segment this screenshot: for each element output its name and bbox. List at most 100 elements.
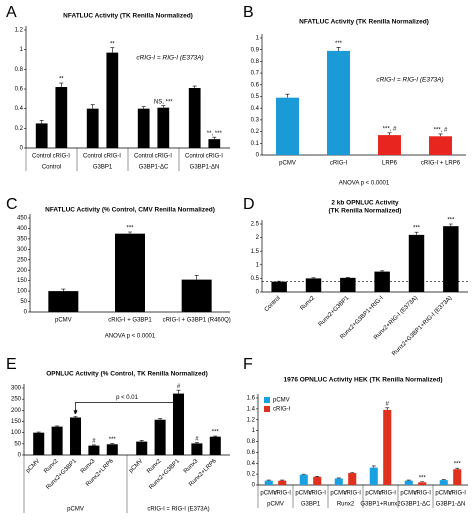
error-bar <box>406 479 411 481</box>
bar <box>334 478 343 485</box>
error-bar <box>91 444 96 446</box>
bar <box>429 136 452 155</box>
y-tick-label: 50 <box>14 441 21 447</box>
error-bar <box>212 136 217 140</box>
y-tick-label: 0 <box>256 290 260 296</box>
group-label: G3BP1+Runx2 <box>360 502 401 508</box>
bar <box>369 467 378 485</box>
footnote: ANOVA p < 0.0001 <box>105 334 156 340</box>
bar <box>106 444 118 455</box>
bar <box>443 226 459 292</box>
error-bar <box>139 440 144 442</box>
bar-annotation: *** <box>212 430 220 436</box>
bar-annotation: *** <box>447 218 455 224</box>
error-bar <box>213 435 218 437</box>
x-tick-label: Runx2+G3BP1+RIG-I (E373A) <box>391 295 453 357</box>
y-tick-label: 0.9 <box>251 47 260 53</box>
bar <box>453 469 462 485</box>
y-tick-label: 450 <box>17 216 28 222</box>
comparison-bracket <box>75 402 175 412</box>
y-tick-label: 400 <box>17 226 28 232</box>
y-tick-label: 0 <box>18 453 22 459</box>
x-tick-label: pCMV <box>279 161 296 167</box>
bar-annotation: *** <box>413 226 421 232</box>
bar <box>115 233 145 312</box>
bar <box>299 474 308 485</box>
bar-annotation: ***, # <box>434 128 448 134</box>
bar <box>305 278 322 292</box>
y-tick-label: 350 <box>17 236 28 242</box>
bar-annotation: ** <box>110 41 115 47</box>
bar-annotation: ** <box>59 77 64 83</box>
x-tick-label: Runx3 <box>80 458 97 475</box>
bar-annotation: # <box>386 401 390 407</box>
error-bar <box>315 476 320 477</box>
bar <box>51 426 63 455</box>
x-tick-label: pCMV <box>365 491 382 497</box>
error-bar <box>438 133 443 137</box>
y-tick-label: 2 <box>256 235 260 241</box>
y-tick-label: 0 <box>24 310 28 316</box>
group-label: G3BP1-ΔN <box>190 165 220 171</box>
y-tick-label: 200 <box>17 268 28 274</box>
y-tick-label: 0.3 <box>251 117 260 123</box>
bar <box>404 480 413 485</box>
bar <box>154 419 166 455</box>
bar <box>48 291 79 312</box>
y-tick-label: 250 <box>17 257 28 263</box>
group-label: pCMV <box>67 507 84 513</box>
error-bar <box>110 47 115 53</box>
bar <box>188 88 201 148</box>
bar <box>136 441 148 455</box>
error-bar <box>61 288 66 292</box>
bar <box>55 87 68 148</box>
x-tick-label: cRIG-I + G3BP1 <box>108 318 152 324</box>
error-bar <box>414 231 419 235</box>
x-tick-label: cRIG-I <box>449 491 467 497</box>
chart-title: NFATLUC Activity (TK Renilla Normalized) <box>63 13 193 20</box>
y-tick-label: 0.8 <box>15 67 24 73</box>
x-tick-label: cRIG-I <box>274 491 292 497</box>
x-tick-label: Control <box>134 154 153 160</box>
error-bar <box>194 275 199 280</box>
bar <box>69 417 82 455</box>
error-bar <box>36 431 41 433</box>
x-tick-label: pCMV <box>295 491 312 497</box>
y-tick-label: 0.2 <box>247 472 256 478</box>
group-label: Control <box>42 165 61 171</box>
bar <box>33 432 45 455</box>
legend-swatch <box>264 406 270 412</box>
error-bar <box>128 231 132 234</box>
bar <box>208 139 221 148</box>
error-bar <box>59 82 64 88</box>
x-tick-label: Runx2+G3BP1 <box>318 295 351 328</box>
error-bar <box>448 223 453 227</box>
y-tick-label: 1 <box>256 262 260 268</box>
bar <box>439 480 448 485</box>
x-tick-label: Runx2 <box>300 295 317 312</box>
y-tick-label: 1 <box>252 428 256 434</box>
chart-title: NFATLUC Activity (TK Renilla Normalized) <box>299 19 429 26</box>
error-bar <box>194 442 199 444</box>
x-tick-label: Runx2 <box>43 458 60 475</box>
x-tick-label: cRIG-I <box>414 491 432 497</box>
error-bar <box>301 473 306 475</box>
panel-letter: E <box>6 356 17 373</box>
x-tick-label: pCMV <box>435 491 452 497</box>
error-bar <box>336 47 341 51</box>
error-bar <box>39 120 44 124</box>
bar <box>191 443 203 455</box>
bar <box>340 277 356 292</box>
note: cRIG-I = RIG-I (E373A) <box>136 55 203 62</box>
y-tick-label: 0.1 <box>251 141 260 147</box>
legend-swatch <box>264 397 270 403</box>
legend-label: cRIG-I <box>273 407 291 413</box>
x-tick-label: cRIG-I <box>206 154 224 160</box>
panel-letter: F <box>243 356 253 373</box>
y-tick-label: 0.4 <box>15 106 24 112</box>
bar <box>157 107 170 148</box>
group-label: G3BP1 <box>301 502 321 508</box>
y-tick-label: 0 <box>20 146 24 152</box>
panel-letter: D <box>243 196 255 213</box>
